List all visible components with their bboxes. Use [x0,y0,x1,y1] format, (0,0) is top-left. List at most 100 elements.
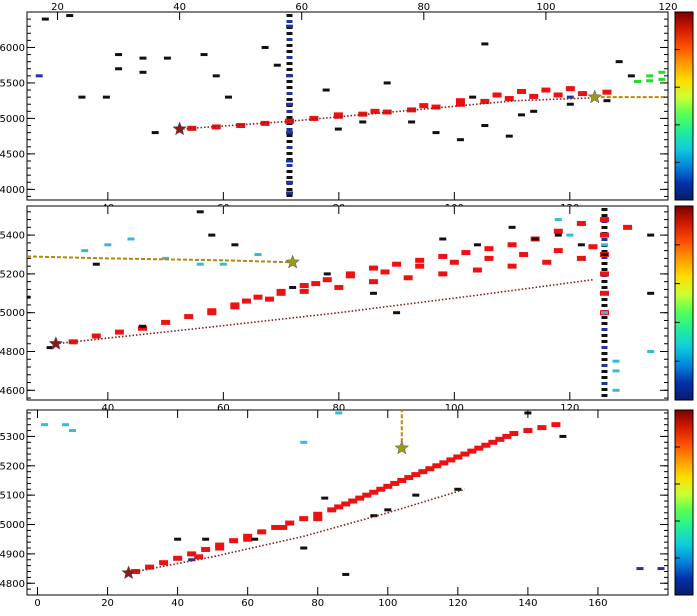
hit-point [62,423,70,427]
hit-point [260,120,270,126]
hit-point [286,191,294,195]
hit-point [251,537,259,541]
hit-point [309,115,319,121]
y-tick-label: 5000 [0,308,25,319]
hit-point [370,108,380,114]
hit-point [230,304,240,310]
end-star [394,440,410,455]
hit-point [553,248,563,254]
hit-point [196,210,204,214]
hit-point [278,524,288,530]
hit-point [201,546,211,552]
x-tick-label: 140 [518,598,537,609]
hit-point [392,261,402,267]
hit-point [224,95,232,99]
hit-point [484,255,494,261]
hit-point [397,477,407,483]
hit-point [481,42,489,46]
hit-point [200,53,208,57]
hit-point [393,311,401,315]
hit-point [334,284,344,290]
hit-point [554,218,562,222]
start-star [48,335,64,350]
x-tick-label-top: 40 [173,2,186,13]
hit-point [261,45,269,49]
x-tick-label-top: 60 [295,2,308,13]
y-axis: 4000 4500 5000 5500 6000 [0,11,668,197]
hit-point [380,269,390,275]
hit-point [286,102,294,106]
hit-point [313,516,323,522]
end-star [285,254,300,269]
hit-point [453,454,463,460]
hit-point [215,542,225,548]
hit-point [368,279,378,285]
hit-point [341,501,351,507]
hit-point [408,120,416,124]
hit-point [602,89,612,95]
hit-point [411,472,421,478]
track-line-1 [179,97,595,130]
hit-point [243,536,253,542]
hit-point [551,422,561,428]
hit-point [658,77,666,81]
hit-point [612,369,620,373]
track-line-1 [55,278,594,345]
x-tick-label-top: 120 [658,2,677,13]
hit-point [92,262,100,266]
hit-point [322,277,332,283]
hit-point [492,92,502,98]
hit-point [647,291,655,295]
hit-point [300,440,308,444]
hit-point [359,120,367,124]
hit-point [469,95,477,99]
hit-point [229,538,239,544]
hit-point [615,60,623,64]
x-tick-label: 0 [34,598,40,609]
y-tick-label: 4800 [0,579,25,590]
series-3 [41,14,635,142]
hit-point [599,232,609,238]
hit-point [419,103,429,109]
hit-point [276,290,286,296]
hit-point [516,88,526,94]
hit-point [187,551,197,557]
hit-point [300,546,308,550]
chart-panel-2: 4600 4800 5000 5200 5400 40 60 80 100 120 [0,205,669,414]
hit-point [504,96,514,102]
hit-point [243,533,253,539]
track-line-1 [128,488,466,574]
hit-point [599,271,609,277]
hit-point [138,324,146,328]
hit-point [390,480,400,486]
hit-point [286,24,294,28]
y-tick-label: 5000 [0,114,25,125]
hit-point [376,486,386,492]
hit-point [286,131,294,135]
hit-point [646,79,654,83]
hit-point [114,329,124,335]
hit-point [566,95,574,99]
hit-point [576,220,586,226]
hit-point [439,460,449,466]
start-star [172,121,187,136]
hit-point [383,81,391,85]
hit-point [566,102,574,106]
hit-point [647,350,655,353]
y-tick-label: 4600 [0,386,25,397]
hit-point [145,564,155,570]
hit-point [425,466,435,472]
hit-point [432,131,440,135]
y-axis: 4800 4900 5000 5100 5200 5300 [0,412,668,596]
hit-point [473,243,481,247]
hit-point [327,507,337,513]
hit-point [495,436,505,442]
hit-point [412,493,420,497]
x-tick-label: 120 [448,598,467,609]
hit-point [311,281,321,287]
track-line-2 [27,255,293,264]
hit-point [207,310,217,316]
x-tick-label: 100 [445,403,464,414]
x-tick-label: 60 [217,403,230,414]
hit-point [334,504,344,510]
